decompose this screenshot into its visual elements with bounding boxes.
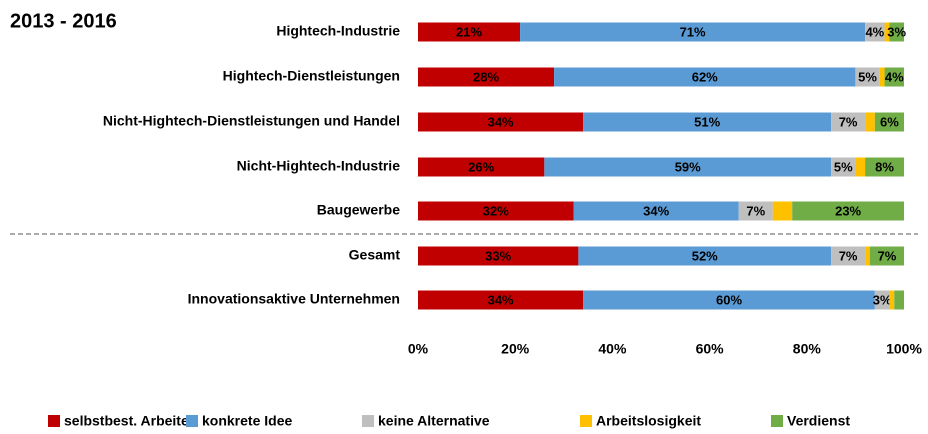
data-label: 5% bbox=[834, 159, 853, 174]
bar-segment bbox=[573, 201, 739, 221]
data-label: 71% bbox=[680, 24, 706, 39]
bar-segment bbox=[578, 246, 832, 266]
bar-segment bbox=[865, 22, 885, 42]
data-label: 5% bbox=[858, 69, 877, 84]
data-label: 7% bbox=[878, 248, 897, 263]
bar-segment bbox=[831, 112, 866, 132]
bar-segment bbox=[520, 22, 866, 42]
bar-segment bbox=[583, 290, 875, 310]
legend-label: keine Alternative bbox=[378, 413, 490, 429]
legend-swatch bbox=[186, 415, 198, 427]
legend-swatch bbox=[362, 415, 374, 427]
bar-segment bbox=[544, 157, 832, 177]
bar-segment bbox=[874, 112, 904, 132]
bar-segment bbox=[855, 67, 880, 87]
bar-segment bbox=[865, 157, 904, 177]
chart-title: 2013 - 2016 bbox=[10, 10, 117, 32]
data-label: 7% bbox=[839, 114, 858, 129]
bar-segment bbox=[889, 290, 895, 310]
bar-segment bbox=[865, 246, 870, 266]
category-label: Innovationsaktive Unternehmen bbox=[188, 291, 400, 307]
bar-segment bbox=[831, 246, 866, 266]
data-label: 8% bbox=[875, 159, 894, 174]
category-label: Baugewerbe bbox=[317, 202, 400, 218]
bar-segment bbox=[889, 22, 904, 42]
category-label: Nicht-Hightech-Industrie bbox=[237, 158, 401, 174]
legend-swatch bbox=[48, 415, 60, 427]
data-label: 4% bbox=[885, 69, 904, 84]
data-label: 21% bbox=[456, 24, 482, 39]
bar-segment bbox=[418, 201, 574, 221]
bar-segment bbox=[418, 290, 584, 310]
data-label: 4% bbox=[865, 24, 884, 39]
bar-segment bbox=[418, 67, 555, 87]
data-label: 7% bbox=[839, 248, 858, 263]
data-label: 59% bbox=[675, 159, 701, 174]
bar-segment bbox=[884, 22, 890, 42]
bar-segment bbox=[418, 112, 584, 132]
bar-segment bbox=[792, 201, 904, 221]
bar-segment bbox=[418, 246, 579, 266]
data-label: 51% bbox=[694, 114, 720, 129]
legend-label: konkrete Idee bbox=[202, 413, 292, 429]
data-label: 32% bbox=[483, 203, 509, 218]
bar-segment bbox=[418, 22, 521, 42]
data-label: 62% bbox=[692, 69, 718, 84]
bar-segment bbox=[865, 112, 875, 132]
data-label: 3% bbox=[873, 292, 892, 307]
data-label: 28% bbox=[473, 69, 499, 84]
legend-swatch bbox=[580, 415, 592, 427]
x-tick-label: 40% bbox=[598, 341, 627, 357]
bar-segment bbox=[894, 290, 904, 310]
category-label: Nicht-Hightech-Dienstleistungen und Hand… bbox=[103, 113, 400, 129]
x-tick-label: 80% bbox=[793, 341, 822, 357]
category-label: Gesamt bbox=[349, 247, 401, 263]
x-tick-label: 0% bbox=[408, 341, 429, 357]
bar-segment bbox=[772, 201, 793, 221]
bar-segment bbox=[738, 201, 773, 221]
bar-segment bbox=[884, 67, 904, 87]
bar-segment bbox=[855, 157, 866, 177]
bar-segment bbox=[418, 157, 545, 177]
data-label: 52% bbox=[692, 248, 718, 263]
bar-segment bbox=[831, 157, 856, 177]
bar-segment bbox=[583, 112, 832, 132]
data-label: 6% bbox=[880, 114, 899, 129]
data-label: 34% bbox=[488, 114, 514, 129]
data-label: 34% bbox=[643, 203, 669, 218]
legend-label: Arbeitslosigkeit bbox=[596, 413, 701, 429]
legend-label: selbstbest. Arbeiten bbox=[64, 413, 197, 429]
data-label: 33% bbox=[485, 248, 511, 263]
data-label: 23% bbox=[835, 203, 861, 218]
category-label: Hightech-Industrie bbox=[276, 23, 400, 39]
bar-segment bbox=[554, 67, 856, 87]
bar-segment bbox=[874, 290, 890, 310]
x-tick-label: 60% bbox=[696, 341, 725, 357]
bar-segment bbox=[869, 246, 904, 266]
bar-segment bbox=[879, 67, 885, 87]
data-label: 3% bbox=[887, 24, 906, 39]
data-label: 60% bbox=[716, 292, 742, 307]
category-label: Hightech-Dienstleistungen bbox=[223, 68, 400, 84]
legend-swatch bbox=[771, 415, 783, 427]
legend-label: Verdienst bbox=[787, 413, 850, 429]
data-label: 26% bbox=[468, 159, 494, 174]
data-label: 34% bbox=[488, 292, 514, 307]
x-tick-label: 100% bbox=[886, 341, 922, 357]
data-label: 7% bbox=[746, 203, 765, 218]
x-tick-label: 20% bbox=[501, 341, 530, 357]
